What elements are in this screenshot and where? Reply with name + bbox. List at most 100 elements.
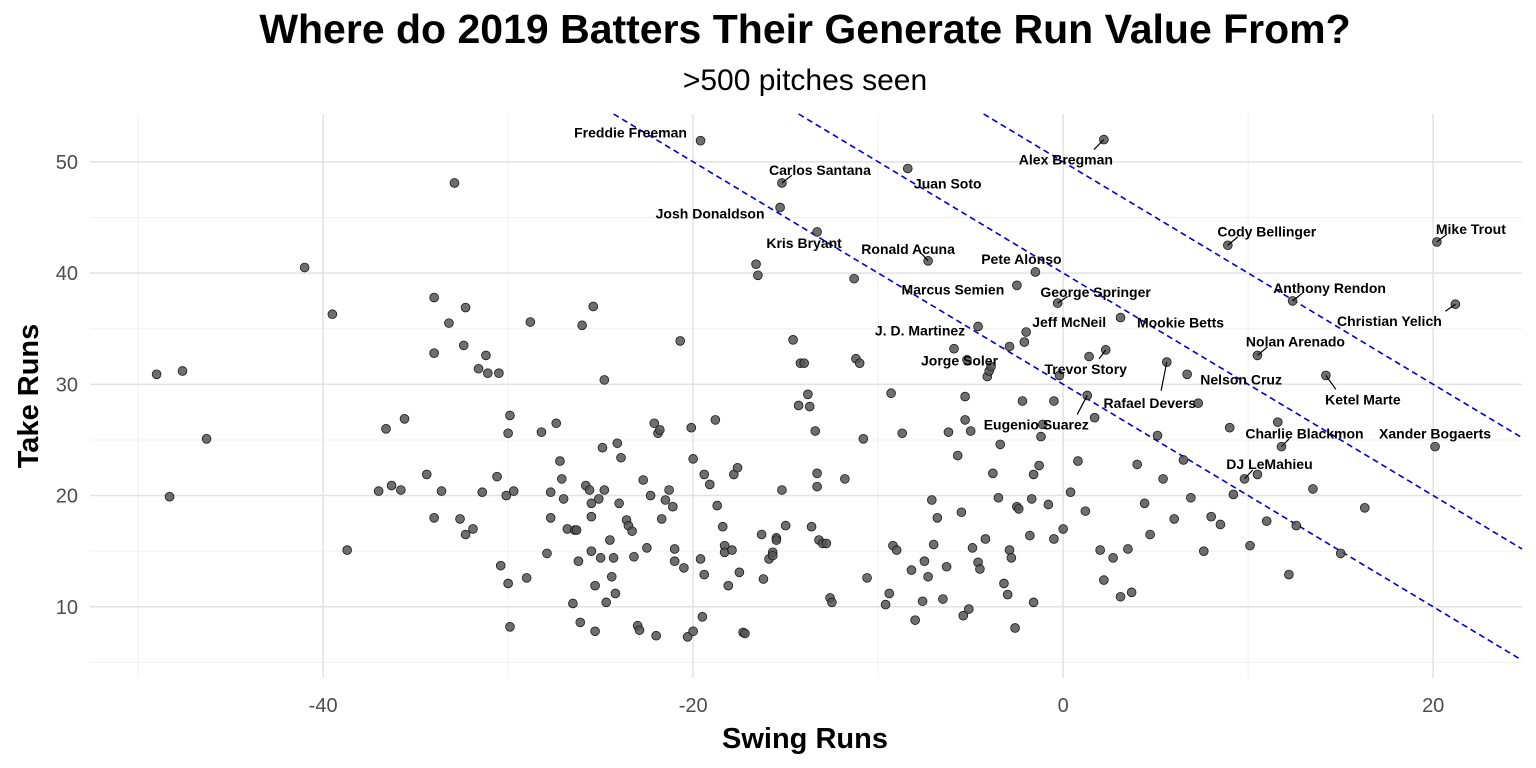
data-point xyxy=(753,270,763,281)
y-tick-label: 40 xyxy=(56,263,78,285)
data-point xyxy=(943,427,954,437)
data-point xyxy=(777,485,787,495)
data-point xyxy=(821,538,832,549)
data-point xyxy=(967,543,978,553)
data-point xyxy=(634,625,645,635)
data-point xyxy=(862,573,872,583)
data-point xyxy=(612,438,623,449)
data-point xyxy=(505,410,515,421)
point-label: George Springer xyxy=(1040,284,1151,300)
data-point xyxy=(536,427,547,437)
data-point xyxy=(508,486,519,496)
data-point xyxy=(545,487,556,498)
data-point xyxy=(1028,469,1039,480)
data-point xyxy=(555,456,565,466)
data-point xyxy=(964,604,974,614)
point-label: Juan Soto xyxy=(914,176,982,192)
point-label: Cody Bellinger xyxy=(1217,223,1316,239)
label-leader-line xyxy=(1076,395,1088,415)
data-point xyxy=(1115,312,1126,323)
data-point xyxy=(699,469,710,480)
point-label: Jeff McNeil xyxy=(1032,314,1106,330)
data-point xyxy=(458,340,469,351)
label-leader-line xyxy=(1281,438,1290,448)
data-point xyxy=(373,486,384,496)
data-point xyxy=(975,564,985,574)
data-point xyxy=(723,580,734,591)
data-point xyxy=(627,526,637,536)
data-point xyxy=(599,375,610,385)
data-point xyxy=(767,550,778,561)
data-point xyxy=(771,535,782,545)
data-point xyxy=(1013,504,1024,514)
data-point xyxy=(695,554,706,564)
data-point xyxy=(910,615,920,625)
data-point xyxy=(164,491,175,502)
y-tick-label: 30 xyxy=(56,374,78,396)
label-leader-line xyxy=(1098,349,1107,360)
data-point xyxy=(1169,514,1179,524)
data-point xyxy=(675,336,685,346)
data-point xyxy=(590,580,600,591)
data-point xyxy=(577,320,587,331)
data-point xyxy=(886,388,896,399)
data-point xyxy=(521,573,532,583)
point-label: Pete Alonso xyxy=(981,251,1061,267)
data-point xyxy=(588,301,599,312)
data-point xyxy=(927,495,937,505)
y-tick-label: 20 xyxy=(56,486,78,508)
data-point xyxy=(608,553,619,563)
data-point xyxy=(1139,498,1150,509)
data-point xyxy=(958,610,969,621)
data-point xyxy=(586,511,597,522)
data-point xyxy=(993,492,1004,503)
data-point xyxy=(775,202,785,213)
data-point xyxy=(1308,484,1318,494)
data-point xyxy=(481,350,491,361)
data-point xyxy=(477,487,488,498)
data-point xyxy=(542,548,552,559)
data-point xyxy=(1019,337,1030,347)
data-point xyxy=(629,551,639,562)
label-leader-line xyxy=(1227,236,1239,246)
point-label: Nelson Cruz xyxy=(1200,371,1282,387)
data-point xyxy=(664,485,674,495)
data-point xyxy=(444,318,454,328)
label-leader-line xyxy=(921,253,929,262)
data-point xyxy=(551,418,562,429)
data-point xyxy=(686,422,697,433)
label-leader-line xyxy=(1257,346,1268,356)
point-label: J. D. Martinez xyxy=(875,322,965,338)
data-point xyxy=(1080,506,1091,516)
chart-title: Where do 2019 Batters Their Generate Run… xyxy=(259,6,1351,52)
data-point xyxy=(891,545,902,555)
data-point xyxy=(1284,569,1294,580)
data-point xyxy=(1095,545,1105,555)
data-point xyxy=(610,588,621,599)
label-leader-lines xyxy=(781,139,1456,480)
label-leader-line xyxy=(1057,296,1068,304)
data-point xyxy=(1272,417,1283,427)
data-point xyxy=(494,368,504,378)
data-point xyxy=(449,178,460,188)
data-point xyxy=(1115,591,1126,602)
data-point xyxy=(558,494,569,504)
data-point xyxy=(1089,412,1100,423)
data-point xyxy=(503,428,513,439)
point-label: Eugenio Suarez xyxy=(984,416,1089,432)
data-point xyxy=(1054,370,1065,381)
data-point xyxy=(812,481,822,492)
data-point xyxy=(1065,487,1076,498)
data-point xyxy=(495,560,506,571)
data-point xyxy=(1245,540,1255,551)
data-point xyxy=(501,490,512,501)
data-point xyxy=(952,450,963,461)
x-tick-label: -40 xyxy=(309,695,338,717)
data-point xyxy=(740,628,750,639)
data-point xyxy=(1026,494,1037,504)
data-point xyxy=(568,598,578,609)
data-point xyxy=(1193,398,1204,409)
data-point xyxy=(429,348,439,358)
point-label: Ketel Marte xyxy=(1325,391,1401,407)
label-leader-line xyxy=(1445,303,1456,312)
